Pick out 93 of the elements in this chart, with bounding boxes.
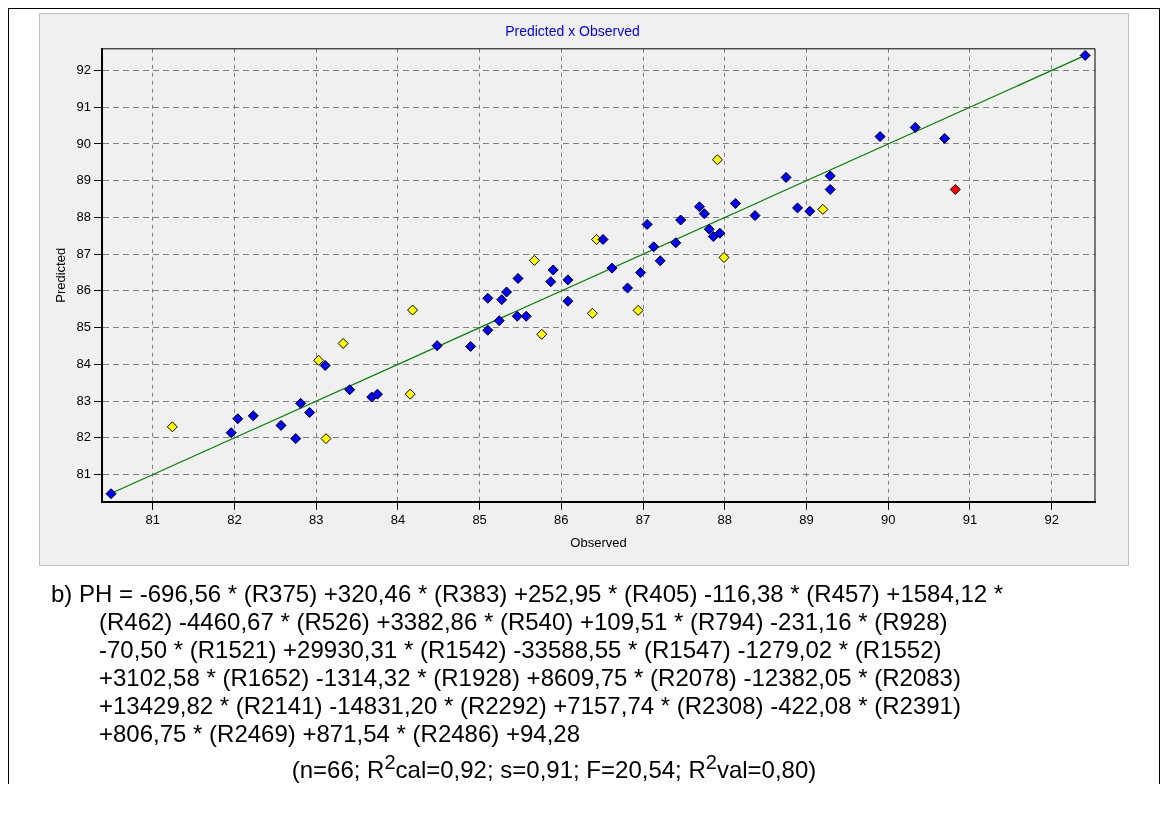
point (635, 267, 647, 279)
point (371, 388, 383, 400)
x-tick-label: 82 (227, 512, 242, 528)
point (714, 227, 726, 239)
y-tick-label: 91 (76, 98, 92, 114)
x-tick-label: 85 (472, 512, 487, 528)
point (729, 197, 741, 209)
point (698, 208, 710, 220)
point (874, 131, 886, 143)
point (703, 223, 715, 235)
point (166, 421, 178, 433)
point (320, 433, 332, 445)
point (648, 241, 660, 253)
point (482, 292, 494, 304)
point (547, 264, 559, 276)
point (939, 132, 951, 144)
point (792, 202, 804, 214)
point (606, 262, 618, 274)
point (225, 427, 237, 439)
point (780, 171, 792, 183)
point (344, 384, 356, 396)
point (693, 201, 705, 213)
x-tick-label: 91 (962, 512, 978, 528)
point (711, 154, 723, 166)
point (337, 337, 349, 349)
point (404, 388, 416, 400)
text: b) PH = -696,56 * (R375) +320,46 * (R383) +252,95 * (R405) -116,38 * (R457) +1584,12 * (R462) -4460,67 * (R526) +3382,86 * (R540) +109,51 * (R794) -231,16 * (R928) -70,50 * (R1521) +29930,31 * (R1542) -33588,55 * (R1547) -1279,02 * (R1552) +3102,58 * (R1652) -1314,32 * (R1928) +8609,75 * (R2078) -12382,05 * (R2083) +13429,82 * (R2141) -14831,20 * (R2292) +7157,74 * (R2308) -422,08 * (R2391) +806,75 * (R2469) +871,54 * (R2486) +94,28 (51, 580, 1005, 748)
chart-title: Predicted x Observed (505, 23, 640, 40)
x-tick-label: 81 (145, 512, 160, 528)
y-tick-label: 84 (76, 355, 92, 371)
y-tick-label: 87 (76, 245, 92, 261)
x-tick-label: 92 (1044, 512, 1059, 528)
point (718, 251, 730, 263)
point (817, 203, 829, 215)
point (493, 315, 505, 327)
x-tick-label: 90 (881, 512, 896, 528)
point (562, 295, 574, 307)
x-tick-label: 87 (635, 512, 651, 528)
point (501, 286, 513, 298)
point (545, 276, 557, 288)
x-tick-label: 88 (717, 512, 733, 528)
point (511, 310, 523, 322)
x-tick-label: 83 (308, 512, 324, 528)
y-tick-label: 90 (76, 135, 92, 151)
point (465, 340, 477, 352)
point (670, 237, 682, 249)
y-axis-title: Predicted (53, 247, 69, 303)
point (520, 310, 532, 322)
point (622, 282, 634, 294)
point (641, 218, 653, 230)
point (909, 121, 921, 133)
point (247, 410, 259, 422)
point (707, 231, 719, 243)
y-tick-label: 83 (76, 392, 92, 408)
point (804, 205, 816, 217)
point (824, 184, 836, 196)
point (512, 272, 524, 284)
point (407, 304, 419, 316)
point (536, 328, 548, 340)
point (949, 184, 961, 196)
y-tick-label: 86 (76, 282, 92, 298)
point (232, 413, 244, 425)
point (431, 340, 443, 352)
point (749, 210, 761, 222)
y-tick-label: 82 (76, 429, 92, 445)
y-tick-label: 88 (76, 209, 92, 225)
point (675, 214, 687, 226)
x-tick-label: 86 (554, 512, 569, 528)
point (304, 407, 316, 419)
point (496, 294, 508, 306)
point (1079, 49, 1091, 61)
point (632, 304, 644, 316)
y-tick-label: 85 (76, 319, 92, 335)
x-axis-title: Observed (570, 534, 627, 550)
y-tick-label: 89 (76, 172, 92, 188)
point (319, 360, 331, 371)
point (290, 433, 302, 445)
point (562, 274, 574, 286)
point (586, 307, 598, 319)
point (597, 233, 609, 245)
point (275, 419, 287, 431)
point (313, 354, 325, 366)
x-tick-label: 84 (390, 512, 406, 528)
x-tick-label: 89 (799, 512, 814, 528)
point (824, 170, 836, 182)
point (528, 254, 540, 266)
y-tick-label: 81 (76, 466, 92, 482)
text: (n=66; R$^{2}$cal=0,92; s=0,91; F=20,54; R$^{2}$val=0,80) (290, 750, 818, 784)
y-tick-label: 92 (76, 62, 92, 78)
point (105, 488, 117, 500)
point (654, 255, 666, 267)
point (482, 324, 494, 336)
point (295, 397, 307, 409)
